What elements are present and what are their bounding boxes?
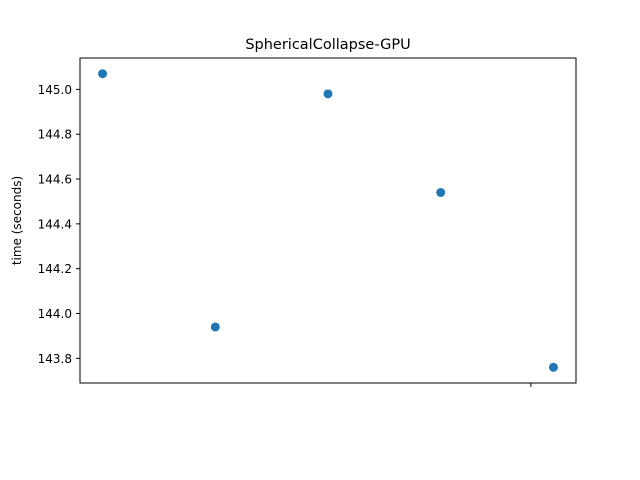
y-tick-label: 143.8 — [38, 352, 72, 366]
y-tick-label: 144.6 — [38, 173, 72, 187]
y-axis-ticks: 143.8 144.0 144.2 144.4 144.6 144.8 145.0 — [38, 83, 80, 366]
y-tick-label: 145.0 — [38, 83, 72, 97]
y-tick-label: 144.2 — [38, 262, 72, 276]
data-point — [210, 322, 220, 332]
data-point — [436, 187, 446, 197]
y-tick-label: 144.8 — [38, 128, 72, 142]
y-tick-label: 144.0 — [38, 307, 72, 321]
plot-frame — [79, 57, 577, 384]
data-point — [98, 69, 108, 79]
data-points — [98, 69, 558, 372]
chart-title: SphericalCollapse-GPU — [245, 37, 410, 53]
data-point — [323, 89, 333, 99]
y-tick-label: 144.4 — [38, 217, 72, 231]
y-axis-label: time (seconds) — [10, 176, 24, 265]
data-point — [548, 362, 558, 372]
